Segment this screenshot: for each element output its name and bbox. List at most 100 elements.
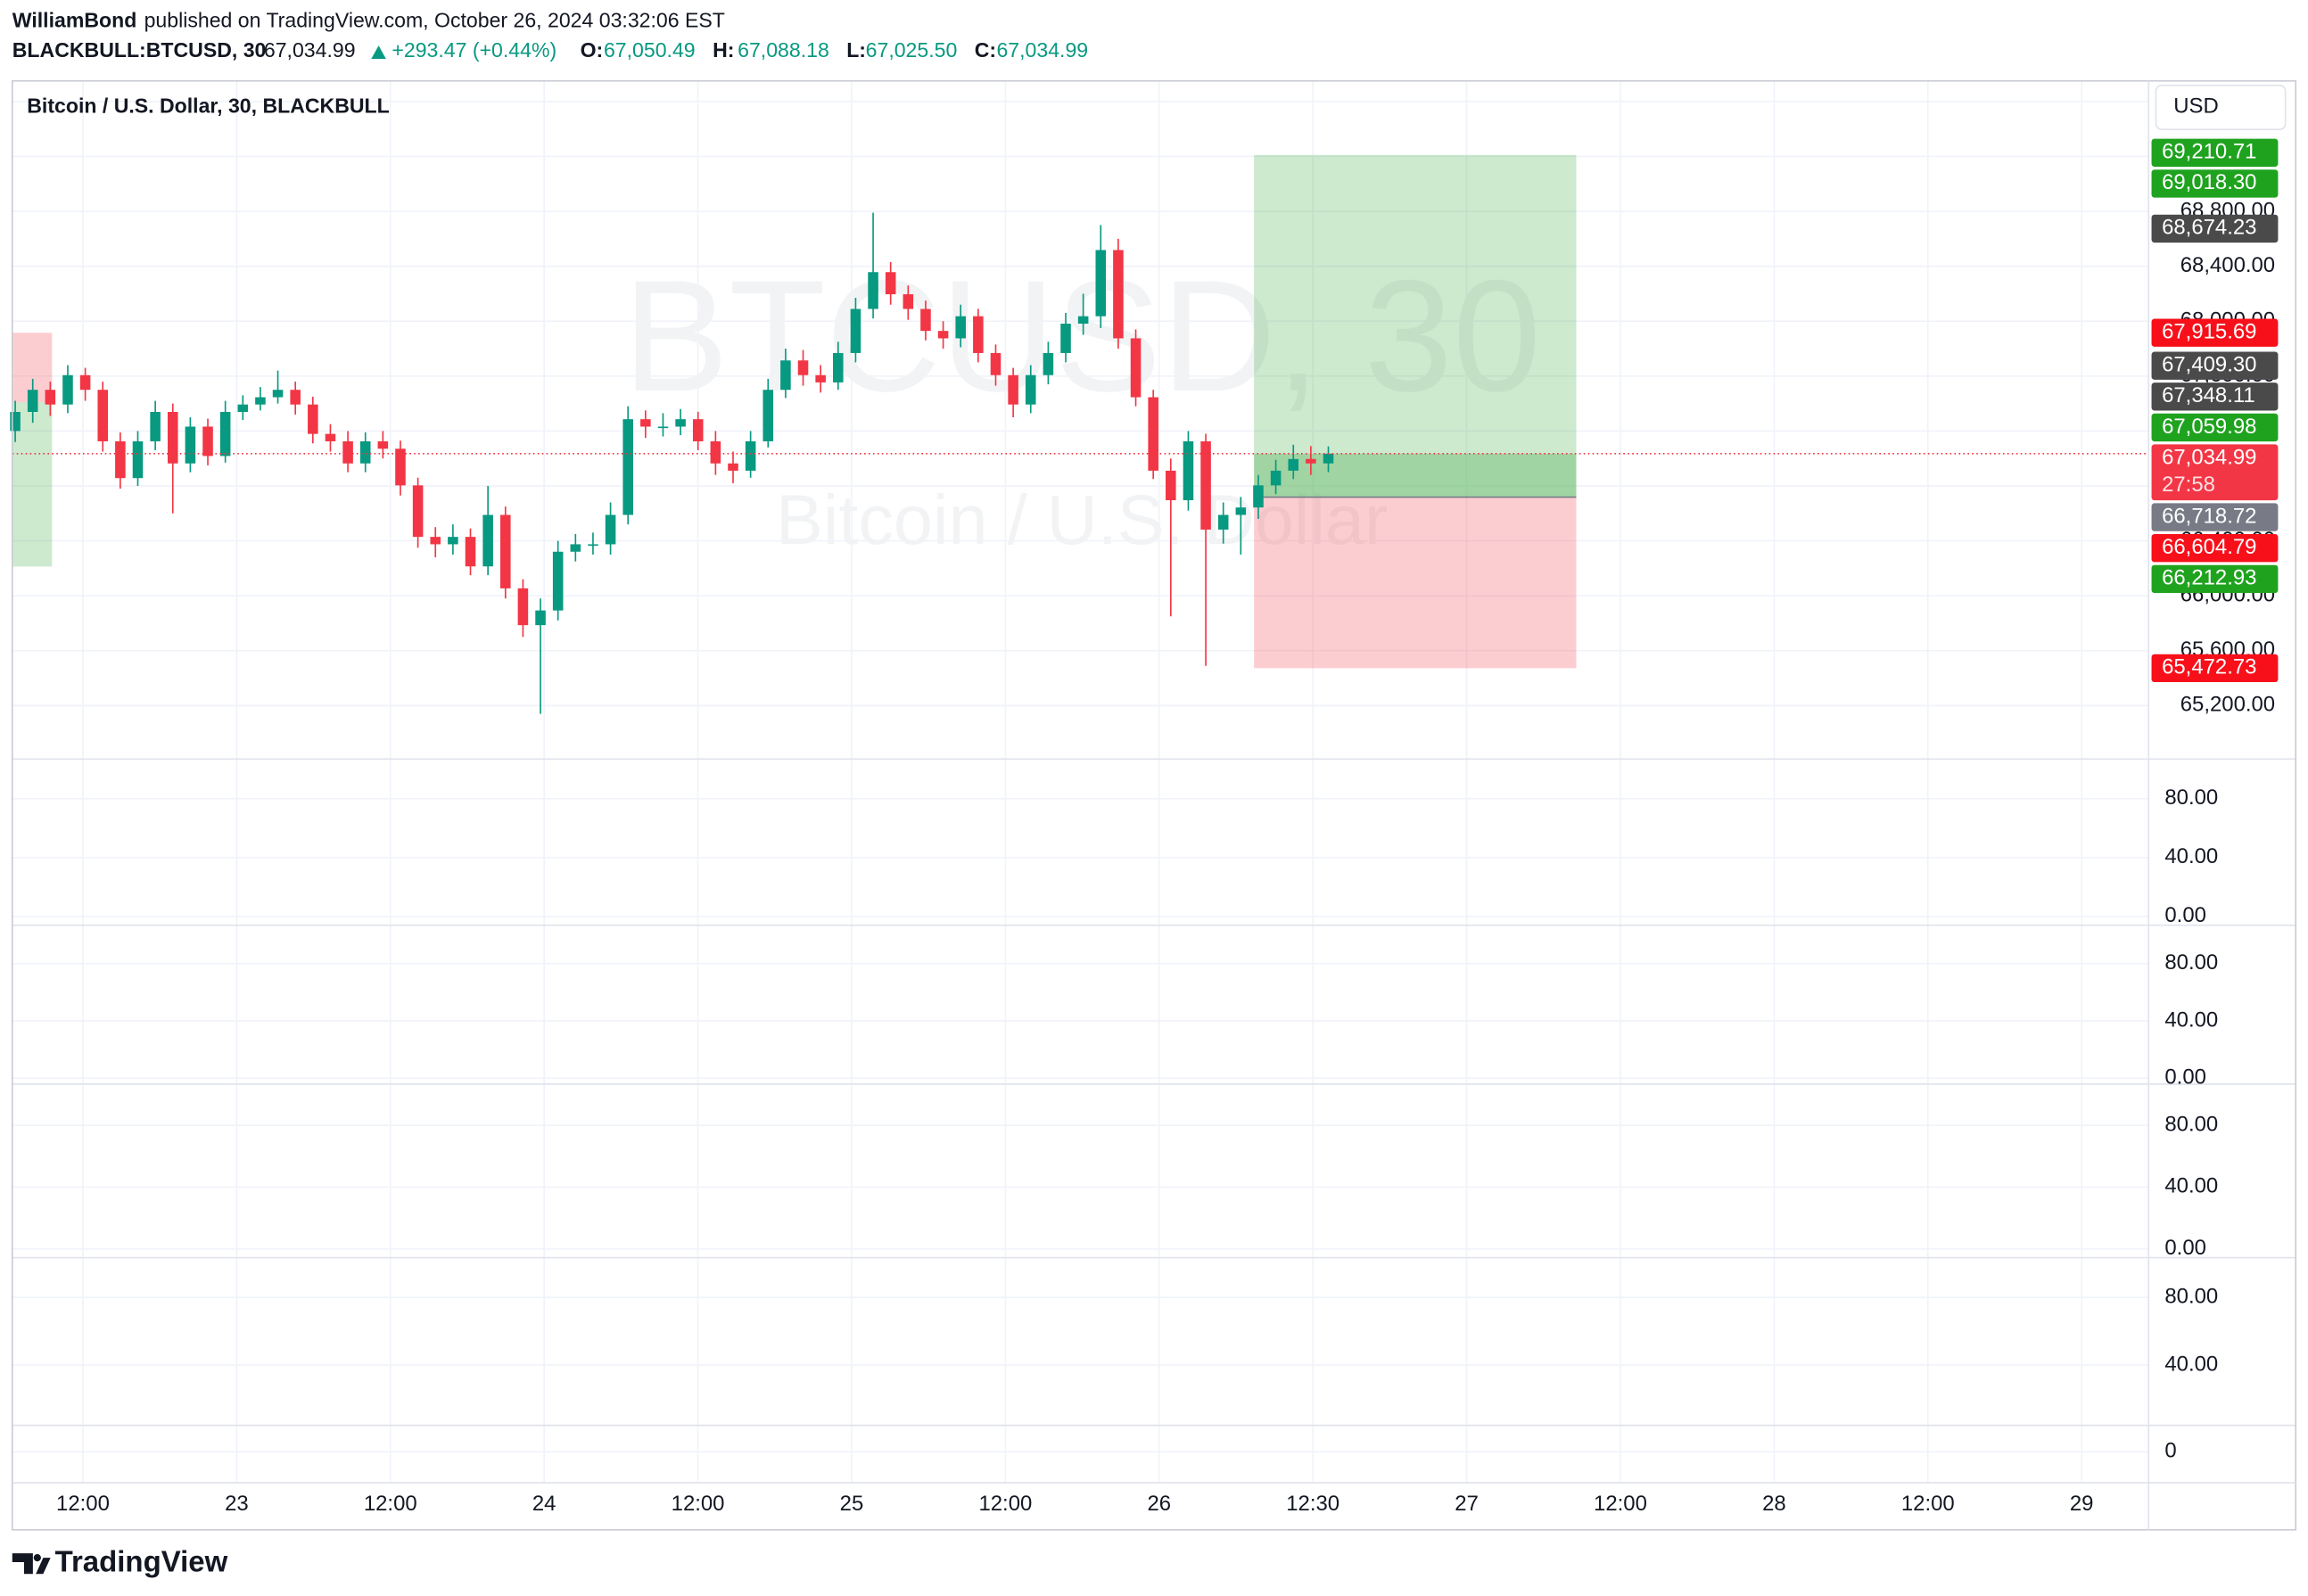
candle-body [885, 272, 896, 295]
price-badge-label: 66,212.93 [2162, 566, 2256, 590]
price-badge-label: 69,210.71 [2162, 140, 2256, 164]
x-tick-label: 28 [1762, 1492, 1786, 1516]
pane-tick-label: 80.00 [2164, 950, 2218, 975]
price-badge-label: 69,018.30 [2162, 170, 2256, 194]
candle-body [780, 360, 791, 391]
candle-body [622, 419, 633, 515]
candle-body [359, 440, 371, 464]
candle-body [482, 514, 493, 567]
price-badge [2151, 534, 2279, 563]
candle-body [920, 309, 931, 332]
candle-body [692, 419, 704, 441]
y-tick-label: 68,400.00 [2180, 253, 2275, 277]
candle-body [833, 352, 844, 383]
candle-body [552, 551, 564, 611]
candle-body [115, 440, 126, 479]
y-tick-label: 65,200.00 [2180, 693, 2275, 717]
candle-body [10, 412, 21, 432]
candle-body [1008, 374, 1018, 405]
candle-body [237, 404, 249, 413]
candle-body [430, 537, 441, 545]
watermark: BTCUSD, 30 [622, 247, 1541, 424]
open-label: O: [581, 38, 604, 62]
pane-tick-label: 40.00 [2164, 844, 2218, 868]
candle-body [465, 537, 476, 567]
candle-body [1043, 352, 1054, 375]
price-badge [2151, 351, 2279, 380]
up-arrow-icon [371, 45, 386, 59]
candle-body [762, 390, 774, 441]
candle-body [675, 419, 686, 427]
open-value: 67,050.49 [604, 38, 696, 62]
candle-body [903, 294, 914, 309]
author: WilliamBond [12, 9, 137, 32]
price-badge-label: 67,915.69 [2162, 320, 2256, 344]
candle-body [535, 610, 546, 626]
low-label: L: [846, 38, 866, 62]
candle-body [79, 374, 91, 391]
candle-body [202, 426, 213, 457]
x-tick-label: 12:00 [364, 1492, 417, 1516]
candle-body [588, 544, 598, 547]
candle-body [868, 272, 878, 309]
position-tools [12, 154, 1577, 669]
pane-tick-label: 40.00 [2164, 1008, 2218, 1032]
price-badge-label: 67,409.30 [2162, 352, 2256, 376]
currency-label[interactable]: USD [2173, 95, 2218, 119]
price-countdown: 27:58 [2162, 473, 2215, 497]
logo-mark [12, 1553, 33, 1575]
price-badge-label: 67,348.11 [2162, 383, 2255, 407]
candle-body [710, 440, 721, 464]
candle-body [219, 412, 231, 457]
close-label: C: [975, 38, 996, 62]
candle-body [973, 316, 984, 353]
price-change: +293.47 (+0.44%) [392, 38, 556, 62]
candle-body [97, 390, 109, 441]
candle-body [27, 390, 38, 413]
candle-body [937, 331, 949, 339]
candle-body [955, 316, 966, 339]
x-tick-label: 12:00 [672, 1492, 725, 1516]
pane-tick-label: 40.00 [2164, 1174, 2218, 1198]
candle-body [640, 419, 651, 427]
x-tick-label: 12:00 [978, 1492, 1032, 1516]
candle-body [1025, 374, 1036, 405]
price-badge [2151, 169, 2279, 198]
pane-tick-label: 80.00 [2164, 1112, 2218, 1136]
pane-tick-label: 0.00 [2164, 1236, 2206, 1260]
price-badge [2151, 138, 2279, 167]
candle-body [150, 412, 161, 441]
currency-button[interactable] [2155, 84, 2287, 131]
price-badge-label: 66,604.79 [2162, 535, 2256, 559]
candle-body [1166, 470, 1176, 501]
last-price: 67,034.99 [264, 38, 356, 62]
candle-body [395, 448, 406, 486]
candle-body [1306, 458, 1316, 464]
price-badge-label: 68,674.23 [2162, 216, 2256, 240]
candle-body [1148, 397, 1158, 471]
chart-frame [11, 79, 2297, 1531]
candle-body [185, 426, 196, 464]
target-zone [1254, 154, 1577, 498]
candle-body [1095, 250, 1107, 317]
candle-body [1253, 485, 1264, 508]
candle-body [308, 404, 318, 434]
candle-body [325, 433, 336, 441]
price-badge-label: 65,472.73 [2162, 655, 2256, 679]
x-tick-label: 26 [1147, 1492, 1171, 1516]
price-badge [2151, 383, 2279, 411]
low-value: 67,025.50 [866, 38, 958, 62]
candle-body [570, 544, 581, 552]
candle-body [850, 309, 861, 353]
publish-line: WilliamBond published on TradingView.com,… [12, 9, 725, 32]
x-tick-label: 27 [1455, 1492, 1479, 1516]
candles [10, 212, 2149, 714]
open-profit-zone [1254, 453, 1577, 498]
x-tick-label: 24 [532, 1492, 556, 1516]
tradingview-logo [12, 1553, 51, 1575]
candle-body [1288, 458, 1299, 471]
candle-body [1200, 440, 1211, 530]
candle-body [62, 374, 73, 405]
